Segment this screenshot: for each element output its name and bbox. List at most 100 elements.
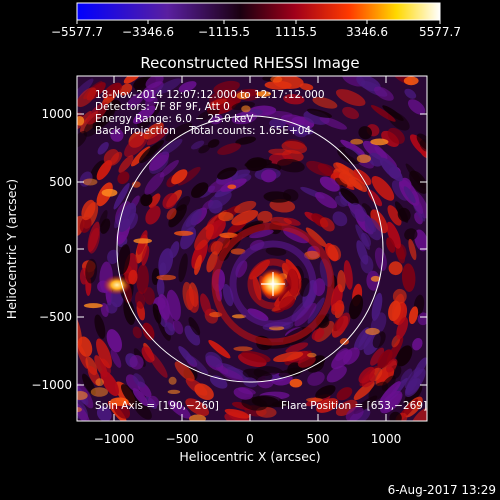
texture-highlight (95, 378, 104, 387)
texture-blob (77, 78, 94, 102)
texture-blob (146, 127, 169, 146)
texture-highlight (365, 327, 380, 336)
texture-blob (107, 84, 123, 98)
texture-blob (77, 87, 97, 108)
texture-blob (319, 217, 335, 232)
texture-blob (145, 205, 161, 225)
texture-blob (400, 368, 413, 384)
texture-blob (336, 387, 353, 401)
texture-blob (408, 306, 419, 325)
texture-blob (330, 302, 342, 316)
texture-highlight (77, 116, 85, 126)
texture-blob (343, 347, 360, 365)
texture-blob (404, 88, 417, 99)
texture-blob (403, 186, 416, 204)
texture-highlight (218, 211, 234, 222)
texture-blob (280, 114, 306, 126)
texture-blob (404, 367, 421, 389)
texture-blob (141, 346, 154, 363)
texture-blob (133, 105, 156, 124)
texture-blob (382, 105, 404, 121)
texture-blob (217, 143, 241, 155)
plot-title: Reconstructed RHESSI Image (140, 54, 359, 72)
rhessi-image (77, 76, 427, 421)
texture-blob (143, 122, 164, 140)
texture-blob (370, 209, 388, 234)
texture-blob (235, 136, 257, 145)
texture-blob (396, 345, 413, 367)
texture-blob (128, 269, 138, 285)
texture-blob (409, 170, 427, 194)
texture-blob (96, 160, 112, 181)
texture-blob (103, 148, 120, 166)
texture-highlight (233, 346, 253, 352)
texture-highlight (270, 76, 283, 83)
texture-blob (332, 211, 348, 227)
texture-blob (158, 262, 167, 278)
texture-blob (364, 215, 376, 232)
colorbar-tick-label: 3346.6 (346, 25, 388, 39)
texture-blob (227, 169, 251, 181)
texture-blob (405, 377, 418, 394)
texture-highlight (230, 248, 246, 255)
texture-blob (294, 302, 317, 327)
texture-blob (142, 322, 155, 341)
colorbar-tick-label: −5577.7 (51, 25, 103, 39)
texture-blob (77, 314, 83, 346)
texture-blob (87, 221, 100, 253)
texture-blob (408, 238, 417, 261)
texture-blob (360, 254, 374, 274)
texture-blob (217, 167, 237, 180)
texture-blob (307, 371, 325, 386)
texture-highlight (231, 314, 247, 319)
texture-blob (371, 292, 383, 321)
texture-blob (335, 177, 348, 188)
image-blobs (77, 76, 427, 421)
texture-blob (117, 244, 131, 275)
texture-blob (419, 139, 427, 152)
texture-blob (244, 159, 272, 168)
texture-blob (135, 291, 145, 309)
texture-blob (139, 145, 158, 164)
texture-blob (190, 140, 205, 150)
texture-blob (348, 177, 363, 191)
texture-blob (208, 199, 223, 214)
texture-highlight (156, 274, 176, 281)
texture-blob (263, 191, 292, 203)
spin-axis-label: Spin Axis = [190,−260] (95, 400, 219, 412)
x-tick-label: −500 (166, 432, 199, 446)
texture-blob (141, 245, 150, 266)
texture-blob (209, 375, 228, 389)
texture-blob (299, 83, 314, 91)
texture-blob (410, 407, 427, 421)
timestamp: 6-Aug-2017 13:29 (388, 483, 496, 497)
texture-blob (164, 322, 175, 336)
x-tick-label: 0 (246, 432, 254, 446)
texture-blob (345, 406, 364, 421)
texture-blob (268, 148, 292, 156)
info-energy-range: Energy Range: 6.0 − 25.0 keV (95, 113, 254, 125)
texture-blob (145, 96, 158, 108)
texture-blob (379, 381, 401, 404)
texture-blob (224, 408, 250, 419)
texture-blob (100, 369, 119, 396)
texture-blob (307, 108, 332, 118)
texture-blob (185, 288, 200, 313)
y-tick-label: 0 (64, 242, 72, 256)
x-tick-label: 1000 (371, 432, 402, 446)
colorbar (76, 2, 441, 21)
texture-blob (273, 351, 304, 363)
texture-blob (92, 106, 116, 130)
texture-highlight (289, 378, 303, 388)
texture-blob (340, 188, 359, 205)
texture-blob (205, 351, 223, 368)
axis-ticks (77, 76, 427, 421)
texture-blob (185, 211, 199, 228)
colorbar-tick-labels: −5577.7 −3346.6 −1115.5 1115.5 3346.6 55… (51, 25, 461, 39)
texture-blob (147, 395, 160, 407)
texture-highlight (256, 91, 272, 97)
texture-highlight (227, 184, 237, 190)
texture-blob (156, 277, 165, 298)
x-axis-title: Heliocentric X (arcsec) (179, 449, 320, 464)
